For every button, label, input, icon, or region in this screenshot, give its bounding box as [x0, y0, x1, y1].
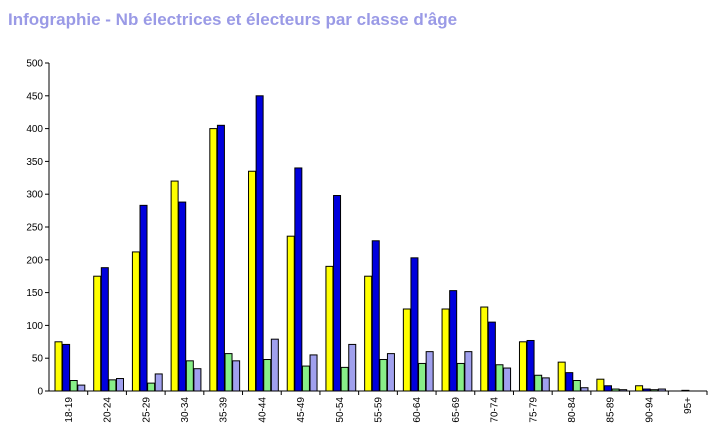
bar — [62, 343, 71, 392]
bar — [526, 339, 535, 392]
y-tick-label: 150 — [26, 288, 43, 299]
bar — [286, 235, 295, 392]
x-tick-label: 25-29 — [141, 397, 152, 423]
bar — [139, 204, 148, 392]
x-tick-label: 18-19 — [64, 397, 75, 423]
bar — [603, 385, 612, 392]
x-tick-label: 40-44 — [257, 397, 268, 423]
bar — [333, 195, 342, 392]
bar — [503, 367, 512, 392]
bar — [557, 361, 566, 392]
x-tick-label: 95+ — [683, 397, 694, 414]
bar — [449, 290, 458, 392]
x-tick-label: 45-49 — [296, 397, 307, 423]
bar — [154, 373, 163, 392]
bar — [309, 354, 318, 392]
bar — [596, 378, 605, 392]
x-tick-label: 50-54 — [335, 397, 346, 423]
bar — [340, 366, 349, 392]
y-tick-label: 50 — [32, 354, 44, 365]
bar — [386, 353, 395, 392]
bar — [518, 341, 527, 392]
bar — [410, 257, 419, 392]
bar — [619, 389, 628, 392]
bar — [425, 351, 434, 392]
bar — [565, 372, 574, 392]
bar — [541, 377, 550, 392]
bar — [681, 389, 690, 392]
x-tick-label: 55-59 — [374, 397, 385, 423]
bar — [464, 351, 473, 392]
bar — [147, 382, 156, 392]
x-tick-label: 75-79 — [528, 397, 539, 423]
bar — [325, 265, 334, 392]
y-tick-label: 500 — [26, 59, 43, 70]
bar — [650, 389, 659, 392]
bar — [116, 378, 125, 392]
bar — [480, 306, 489, 392]
bar — [611, 388, 620, 392]
bars — [54, 95, 690, 392]
bar — [93, 275, 102, 392]
y-tick-label: 450 — [26, 91, 43, 102]
x-tick-label: 80-84 — [567, 397, 578, 423]
bar — [495, 364, 504, 392]
bar — [224, 353, 233, 392]
bar — [418, 362, 427, 392]
bar — [402, 308, 411, 392]
bar — [54, 341, 63, 392]
y-tick-label: 400 — [26, 124, 43, 135]
bar — [580, 387, 589, 392]
bar — [364, 275, 373, 392]
bar — [301, 365, 310, 392]
bar — [193, 368, 202, 392]
x-tick-label: 85-89 — [606, 397, 617, 423]
bar — [534, 374, 543, 392]
bar — [487, 321, 496, 392]
bar — [77, 384, 86, 392]
y-tick-label: 250 — [26, 223, 43, 234]
bar — [348, 343, 357, 392]
bar — [100, 267, 109, 392]
bar — [263, 359, 272, 392]
x-tick-label: 60-64 — [412, 397, 423, 423]
chart-title: Infographie - Nb électrices et électeurs… — [8, 10, 458, 29]
bar — [255, 95, 264, 392]
bar — [441, 308, 450, 392]
y-tick-label: 100 — [26, 321, 43, 332]
bar — [572, 380, 581, 392]
y-tick-label: 200 — [26, 255, 43, 266]
x-tick-label: 20-24 — [103, 397, 114, 423]
bar — [294, 167, 303, 392]
bar — [185, 360, 194, 392]
bar — [170, 180, 179, 392]
x-tick-label: 30-34 — [180, 397, 191, 423]
bar — [635, 385, 644, 392]
bar — [657, 388, 666, 392]
x-tick-label: 65-69 — [451, 397, 462, 423]
bar — [131, 251, 140, 392]
bar — [216, 124, 225, 392]
x-tick-label: 70-74 — [490, 397, 501, 423]
bar — [209, 128, 218, 392]
bar — [69, 380, 78, 392]
x-tick-label: 35-39 — [219, 397, 230, 423]
bar — [379, 359, 388, 392]
bar — [232, 360, 241, 392]
y-tick-label: 300 — [26, 190, 43, 201]
bar — [248, 170, 257, 392]
y-axis: 0 50 100 150 200 250 300 350 400 450 500 — [26, 59, 50, 398]
y-tick-label: 350 — [26, 157, 43, 168]
x-axis: 18-19 20-24 25-29 30-34 35-39 40-44 45-49 50-54… — [49, 390, 708, 423]
y-tick-label: 0 — [37, 387, 43, 398]
bar — [456, 362, 465, 392]
bar — [108, 379, 117, 392]
bar — [178, 201, 187, 392]
bar — [270, 338, 279, 392]
bar — [371, 240, 380, 392]
x-tick-label: 90-94 — [644, 397, 655, 423]
bar — [642, 388, 651, 392]
